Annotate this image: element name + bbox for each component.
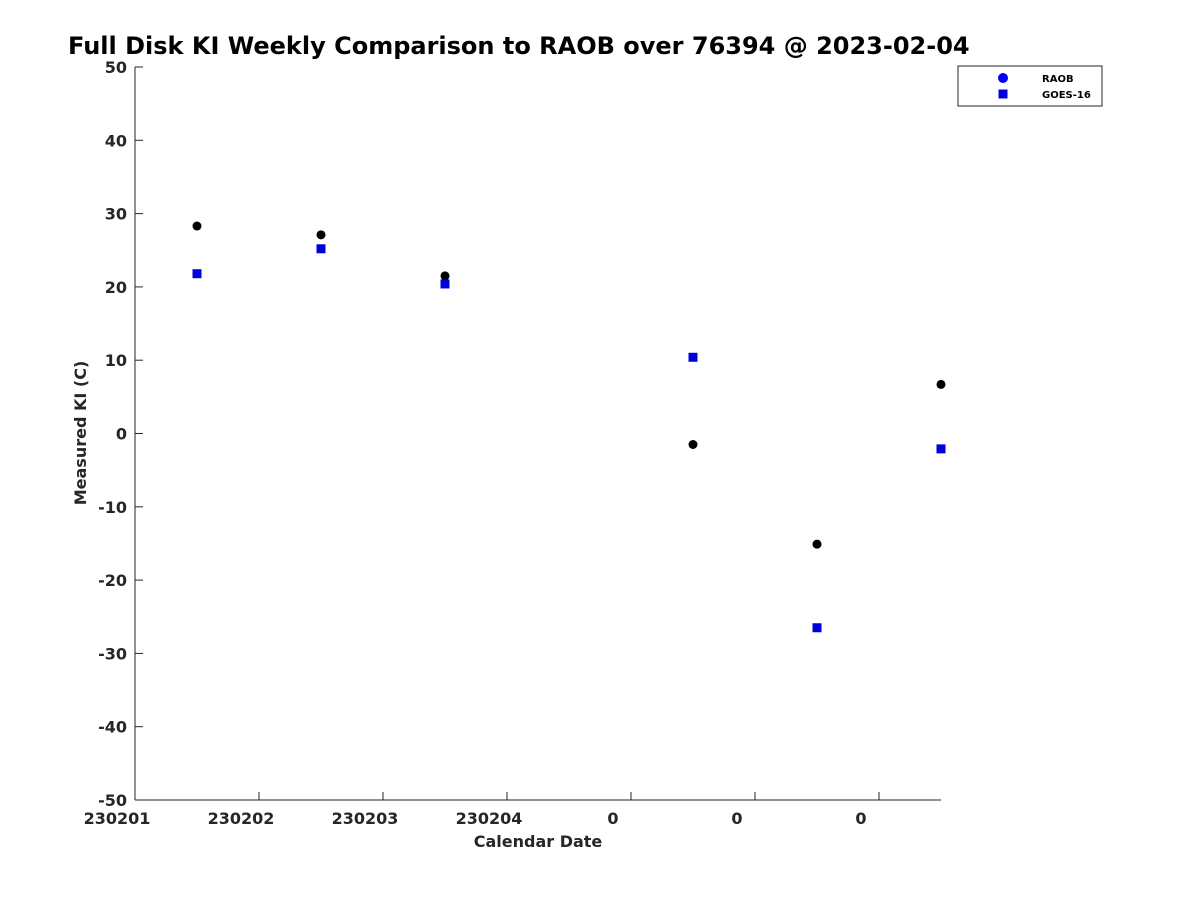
y-tick-label: 50 bbox=[105, 58, 127, 77]
x-tick-label: 230203 bbox=[332, 809, 399, 828]
x-tick-label: 230204 bbox=[456, 809, 523, 828]
data-points bbox=[192, 221, 946, 633]
goes-16-point bbox=[192, 269, 202, 279]
x-axis-label: Calendar Date bbox=[474, 832, 603, 851]
legend-label: GOES-16 bbox=[1042, 90, 1091, 101]
y-ticks: -50 -40 -30 -20 -10 0 10 20 30 40 50 bbox=[98, 58, 143, 810]
y-tick-label: -20 bbox=[98, 571, 127, 590]
goes-16-point bbox=[812, 623, 822, 633]
legend-raob-marker bbox=[998, 73, 1008, 83]
raob-point bbox=[316, 230, 326, 240]
x-tick-label: 230201 bbox=[84, 809, 151, 828]
x-tick-label: 0 bbox=[731, 809, 742, 828]
goes-16-point bbox=[440, 279, 450, 289]
y-tick-label: 10 bbox=[105, 351, 127, 370]
goes-16-point bbox=[688, 352, 698, 362]
raob-point bbox=[688, 439, 698, 449]
y-tick-label: 40 bbox=[105, 131, 127, 150]
raob-point bbox=[812, 539, 822, 549]
y-tick-label: -50 bbox=[98, 791, 127, 810]
y-tick-label: -30 bbox=[98, 644, 127, 663]
y-axis-label: Measured KI (C) bbox=[71, 361, 90, 506]
series-raob bbox=[192, 221, 946, 549]
goes-16-point bbox=[316, 244, 326, 254]
raob-point bbox=[440, 271, 450, 281]
legend: RAOB GOES-16 bbox=[957, 65, 1103, 107]
legend-box bbox=[957, 65, 1103, 107]
chart-title: Full Disk KI Weekly Comparison to RAOB o… bbox=[68, 32, 970, 60]
y-tick-label: -10 bbox=[98, 498, 127, 517]
x-ticks: 230201 230202 230203 230204 0 0 0 bbox=[84, 792, 880, 828]
axes bbox=[134, 67, 941, 801]
legend-goes-16-marker bbox=[998, 89, 1008, 99]
x-tick-label: 230202 bbox=[208, 809, 275, 828]
y-tick-label: 0 bbox=[116, 425, 127, 444]
raob-point bbox=[192, 221, 202, 231]
x-tick-label: 0 bbox=[607, 809, 618, 828]
goes-16-point bbox=[936, 444, 946, 454]
raob-point bbox=[936, 379, 946, 389]
y-tick-label: -40 bbox=[98, 718, 127, 737]
x-tick-label: 0 bbox=[855, 809, 866, 828]
y-tick-label: 30 bbox=[105, 205, 127, 224]
y-tick-label: 20 bbox=[105, 278, 127, 297]
series-goes-16 bbox=[192, 244, 946, 633]
legend-label: RAOB bbox=[1042, 74, 1074, 85]
